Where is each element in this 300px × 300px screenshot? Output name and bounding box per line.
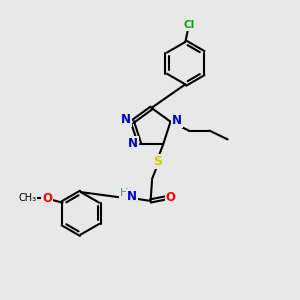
Text: N: N [172,114,182,127]
Text: S: S [153,155,162,168]
Text: O: O [166,190,176,204]
Text: N: N [121,113,131,126]
Text: N: N [127,190,137,203]
Text: Cl: Cl [183,20,194,30]
Text: H: H [120,188,128,198]
Text: N: N [128,137,138,150]
Text: CH₃: CH₃ [18,193,37,203]
Text: O: O [42,192,52,205]
